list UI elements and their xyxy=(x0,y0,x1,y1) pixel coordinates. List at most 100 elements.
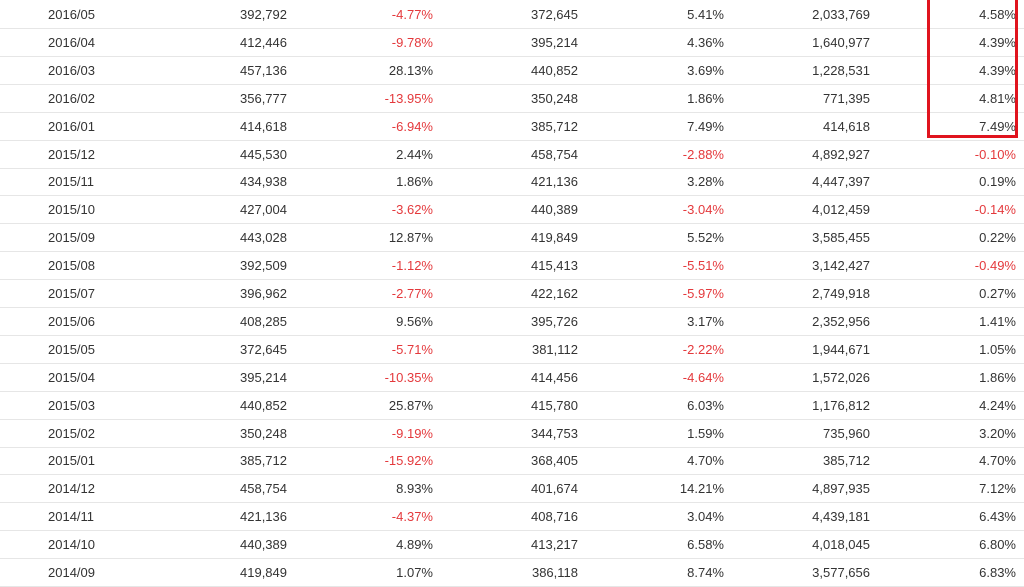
value-cell: 401,674 xyxy=(531,481,578,497)
change-cell: 8.74% xyxy=(687,565,724,580)
total-cell: 771,395 xyxy=(823,90,870,106)
change-cell: -2.88% xyxy=(682,146,724,162)
change-cell: -2.77% xyxy=(391,286,433,301)
table-row: 2015/12 445,530 2.44% 458,754 -2.88% 4,892,92… xyxy=(0,141,1024,169)
change-cell: -5.51% xyxy=(682,258,724,274)
month-cell: 2015/10 xyxy=(48,202,95,218)
total-cell: 414,618 xyxy=(823,118,870,134)
change-cell: 4.70% xyxy=(687,453,724,469)
table-row: 2015/05 372,645 -5.71% 381,112 -2.22% 1,944,6… xyxy=(0,336,1024,364)
value-cell: 419,849 xyxy=(531,230,578,246)
table-row: 2015/10 427,004 -3.62% 440,389 -3.04% 4,012,4… xyxy=(0,196,1024,225)
value-cell: 458,754 xyxy=(240,481,287,497)
change-cell: -2.22% xyxy=(682,341,724,357)
value-cell: 415,413 xyxy=(531,258,578,274)
change-cell: 1.05% xyxy=(979,341,1016,357)
month-cell: 2016/05 xyxy=(48,7,95,22)
value-cell: 392,509 xyxy=(240,258,287,274)
value-cell: 413,217 xyxy=(531,537,578,553)
value-cell: 415,780 xyxy=(531,397,578,413)
month-cell: 2015/12 xyxy=(48,146,95,162)
change-cell: -15.92% xyxy=(384,453,433,469)
change-cell: 4.39% xyxy=(979,62,1016,78)
change-cell: 1.59% xyxy=(687,425,724,441)
value-cell: 344,753 xyxy=(531,425,578,441)
month-cell: 2015/05 xyxy=(48,341,95,357)
month-cell: 2016/01 xyxy=(48,118,95,134)
change-cell: -4.77% xyxy=(391,7,433,22)
month-cell: 2015/07 xyxy=(48,286,95,301)
value-cell: 440,852 xyxy=(531,62,578,78)
change-cell: -0.49% xyxy=(974,258,1016,274)
change-cell: 7.49% xyxy=(979,118,1016,134)
change-cell: 4.58% xyxy=(979,7,1016,22)
change-cell: 28.13% xyxy=(388,62,433,78)
value-cell: 422,162 xyxy=(531,286,578,301)
value-cell: 395,726 xyxy=(531,313,578,329)
change-cell: 0.19% xyxy=(979,174,1016,190)
month-cell: 2015/02 xyxy=(48,425,95,441)
change-cell: 1.41% xyxy=(979,313,1016,329)
change-cell: 3.17% xyxy=(687,313,724,329)
table-row: 2015/08 392,509 -1.12% 415,413 -5.51% 3,142,4… xyxy=(0,252,1024,281)
value-cell: 385,712 xyxy=(240,453,287,469)
change-cell: 5.41% xyxy=(687,7,724,22)
total-cell: 735,960 xyxy=(823,425,870,441)
value-cell: 392,792 xyxy=(240,7,287,22)
change-cell: -6.94% xyxy=(391,118,433,134)
table-row: 2016/02 356,777 -13.95% 350,248 1.86% 771,395… xyxy=(0,85,1024,113)
change-cell: 6.80% xyxy=(979,537,1016,553)
change-cell: -13.95% xyxy=(384,90,433,106)
table-row: 2015/11 434,938 1.86% 421,136 3.28% 4,447,397… xyxy=(0,168,1024,197)
change-cell: 25.87% xyxy=(388,397,433,413)
change-cell: 7.12% xyxy=(979,481,1016,497)
value-cell: 421,136 xyxy=(531,174,578,190)
total-cell: 385,712 xyxy=(823,453,870,469)
change-cell: 4.39% xyxy=(979,34,1016,50)
change-cell: 4.24% xyxy=(979,397,1016,413)
month-cell: 2014/11 xyxy=(48,509,95,525)
total-cell: 2,352,956 xyxy=(812,313,870,329)
value-cell: 457,136 xyxy=(240,62,287,78)
table-row: 2016/03 457,136 28.13% 440,852 3.69% 1,228,53… xyxy=(0,57,1024,85)
change-cell: 4.89% xyxy=(396,537,433,553)
total-cell: 4,012,459 xyxy=(812,202,870,218)
change-cell: -0.14% xyxy=(974,202,1016,218)
change-cell: -5.97% xyxy=(682,286,724,301)
value-cell: 396,962 xyxy=(240,286,287,301)
table-row: 2016/05 392,792 -4.77% 372,645 5.41% 2,033,76… xyxy=(0,1,1024,29)
value-cell: 440,852 xyxy=(240,397,287,413)
total-cell: 1,944,671 xyxy=(812,341,870,357)
value-cell: 440,389 xyxy=(240,537,287,553)
value-cell: 412,446 xyxy=(240,34,287,50)
change-cell: 0.27% xyxy=(979,286,1016,301)
value-cell: 356,777 xyxy=(240,90,287,106)
total-cell: 1,640,977 xyxy=(812,34,870,50)
change-cell: 9.56% xyxy=(396,313,433,329)
table-row: 2014/12 458,754 8.93% 401,674 14.21% 4,897,93… xyxy=(0,475,1024,504)
change-cell: 8.93% xyxy=(396,481,433,497)
table-row: 2015/07 396,962 -2.77% 422,162 -5.97% 2,749,9… xyxy=(0,280,1024,308)
change-cell: -9.78% xyxy=(391,34,433,50)
value-cell: 350,248 xyxy=(240,425,287,441)
table-row: 2014/09 419,849 1.07% 386,118 8.74% 3,577,656… xyxy=(0,559,1024,587)
month-cell: 2015/11 xyxy=(48,174,95,190)
change-cell: 7.49% xyxy=(687,118,724,134)
table-row: 2014/11 421,136 -4.37% 408,716 3.04% 4,439,18… xyxy=(0,503,1024,532)
value-cell: 368,405 xyxy=(531,453,578,469)
total-cell: 1,572,026 xyxy=(812,369,870,385)
change-cell: 4.81% xyxy=(979,90,1016,106)
value-cell: 372,645 xyxy=(531,7,578,22)
month-cell: 2015/01 xyxy=(48,453,95,469)
value-cell: 386,118 xyxy=(531,565,578,580)
month-cell: 2014/09 xyxy=(48,565,95,580)
month-cell: 2014/10 xyxy=(48,537,95,553)
change-cell: -5.71% xyxy=(391,341,433,357)
value-cell: 395,214 xyxy=(240,369,287,385)
table-row: 2015/02 350,248 -9.19% 344,753 1.59% 735,960 3… xyxy=(0,420,1024,448)
value-cell: 440,389 xyxy=(531,202,578,218)
month-cell: 2015/03 xyxy=(48,397,95,413)
change-cell: 6.03% xyxy=(687,397,724,413)
value-cell: 427,004 xyxy=(240,202,287,218)
